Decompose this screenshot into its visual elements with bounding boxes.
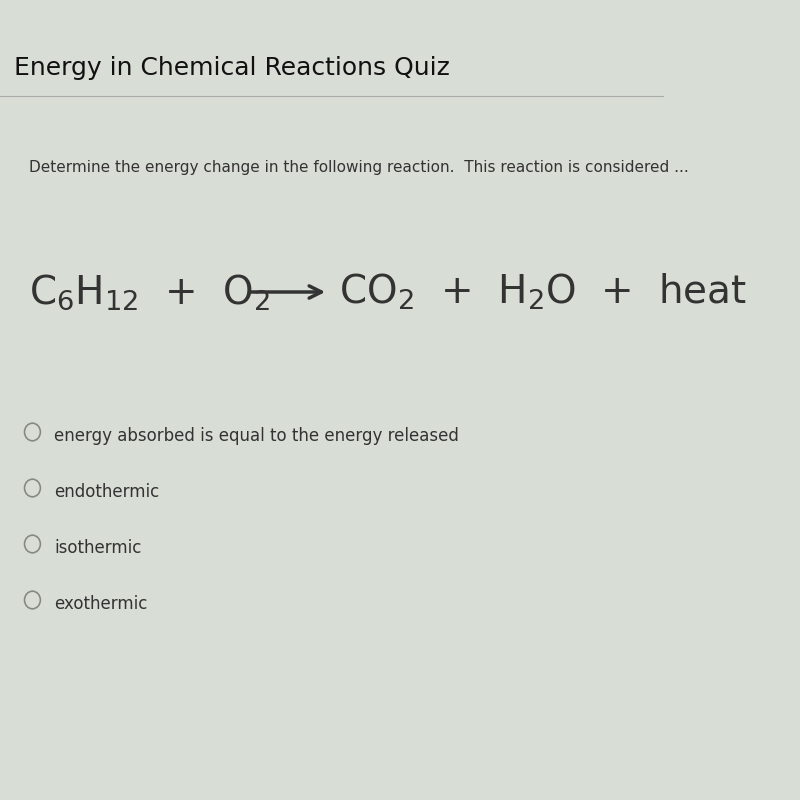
Text: $\mathregular{CO_2}$  +  $\mathregular{H_2O}$  +  heat: $\mathregular{CO_2}$ + $\mathregular{H_2… <box>339 272 746 312</box>
Text: Determine the energy change in the following reaction.  This reaction is conside: Determine the energy change in the follo… <box>29 160 689 175</box>
Text: isothermic: isothermic <box>54 539 142 557</box>
Text: energy absorbed is equal to the energy released: energy absorbed is equal to the energy r… <box>54 427 459 445</box>
Text: $\mathregular{C_6H_{12}}$  +  $\mathregular{O_2}$: $\mathregular{C_6H_{12}}$ + $\mathregula… <box>29 272 270 312</box>
Text: exothermic: exothermic <box>54 595 147 613</box>
Text: endothermic: endothermic <box>54 483 159 501</box>
Text: Energy in Chemical Reactions Quiz: Energy in Chemical Reactions Quiz <box>14 56 450 80</box>
